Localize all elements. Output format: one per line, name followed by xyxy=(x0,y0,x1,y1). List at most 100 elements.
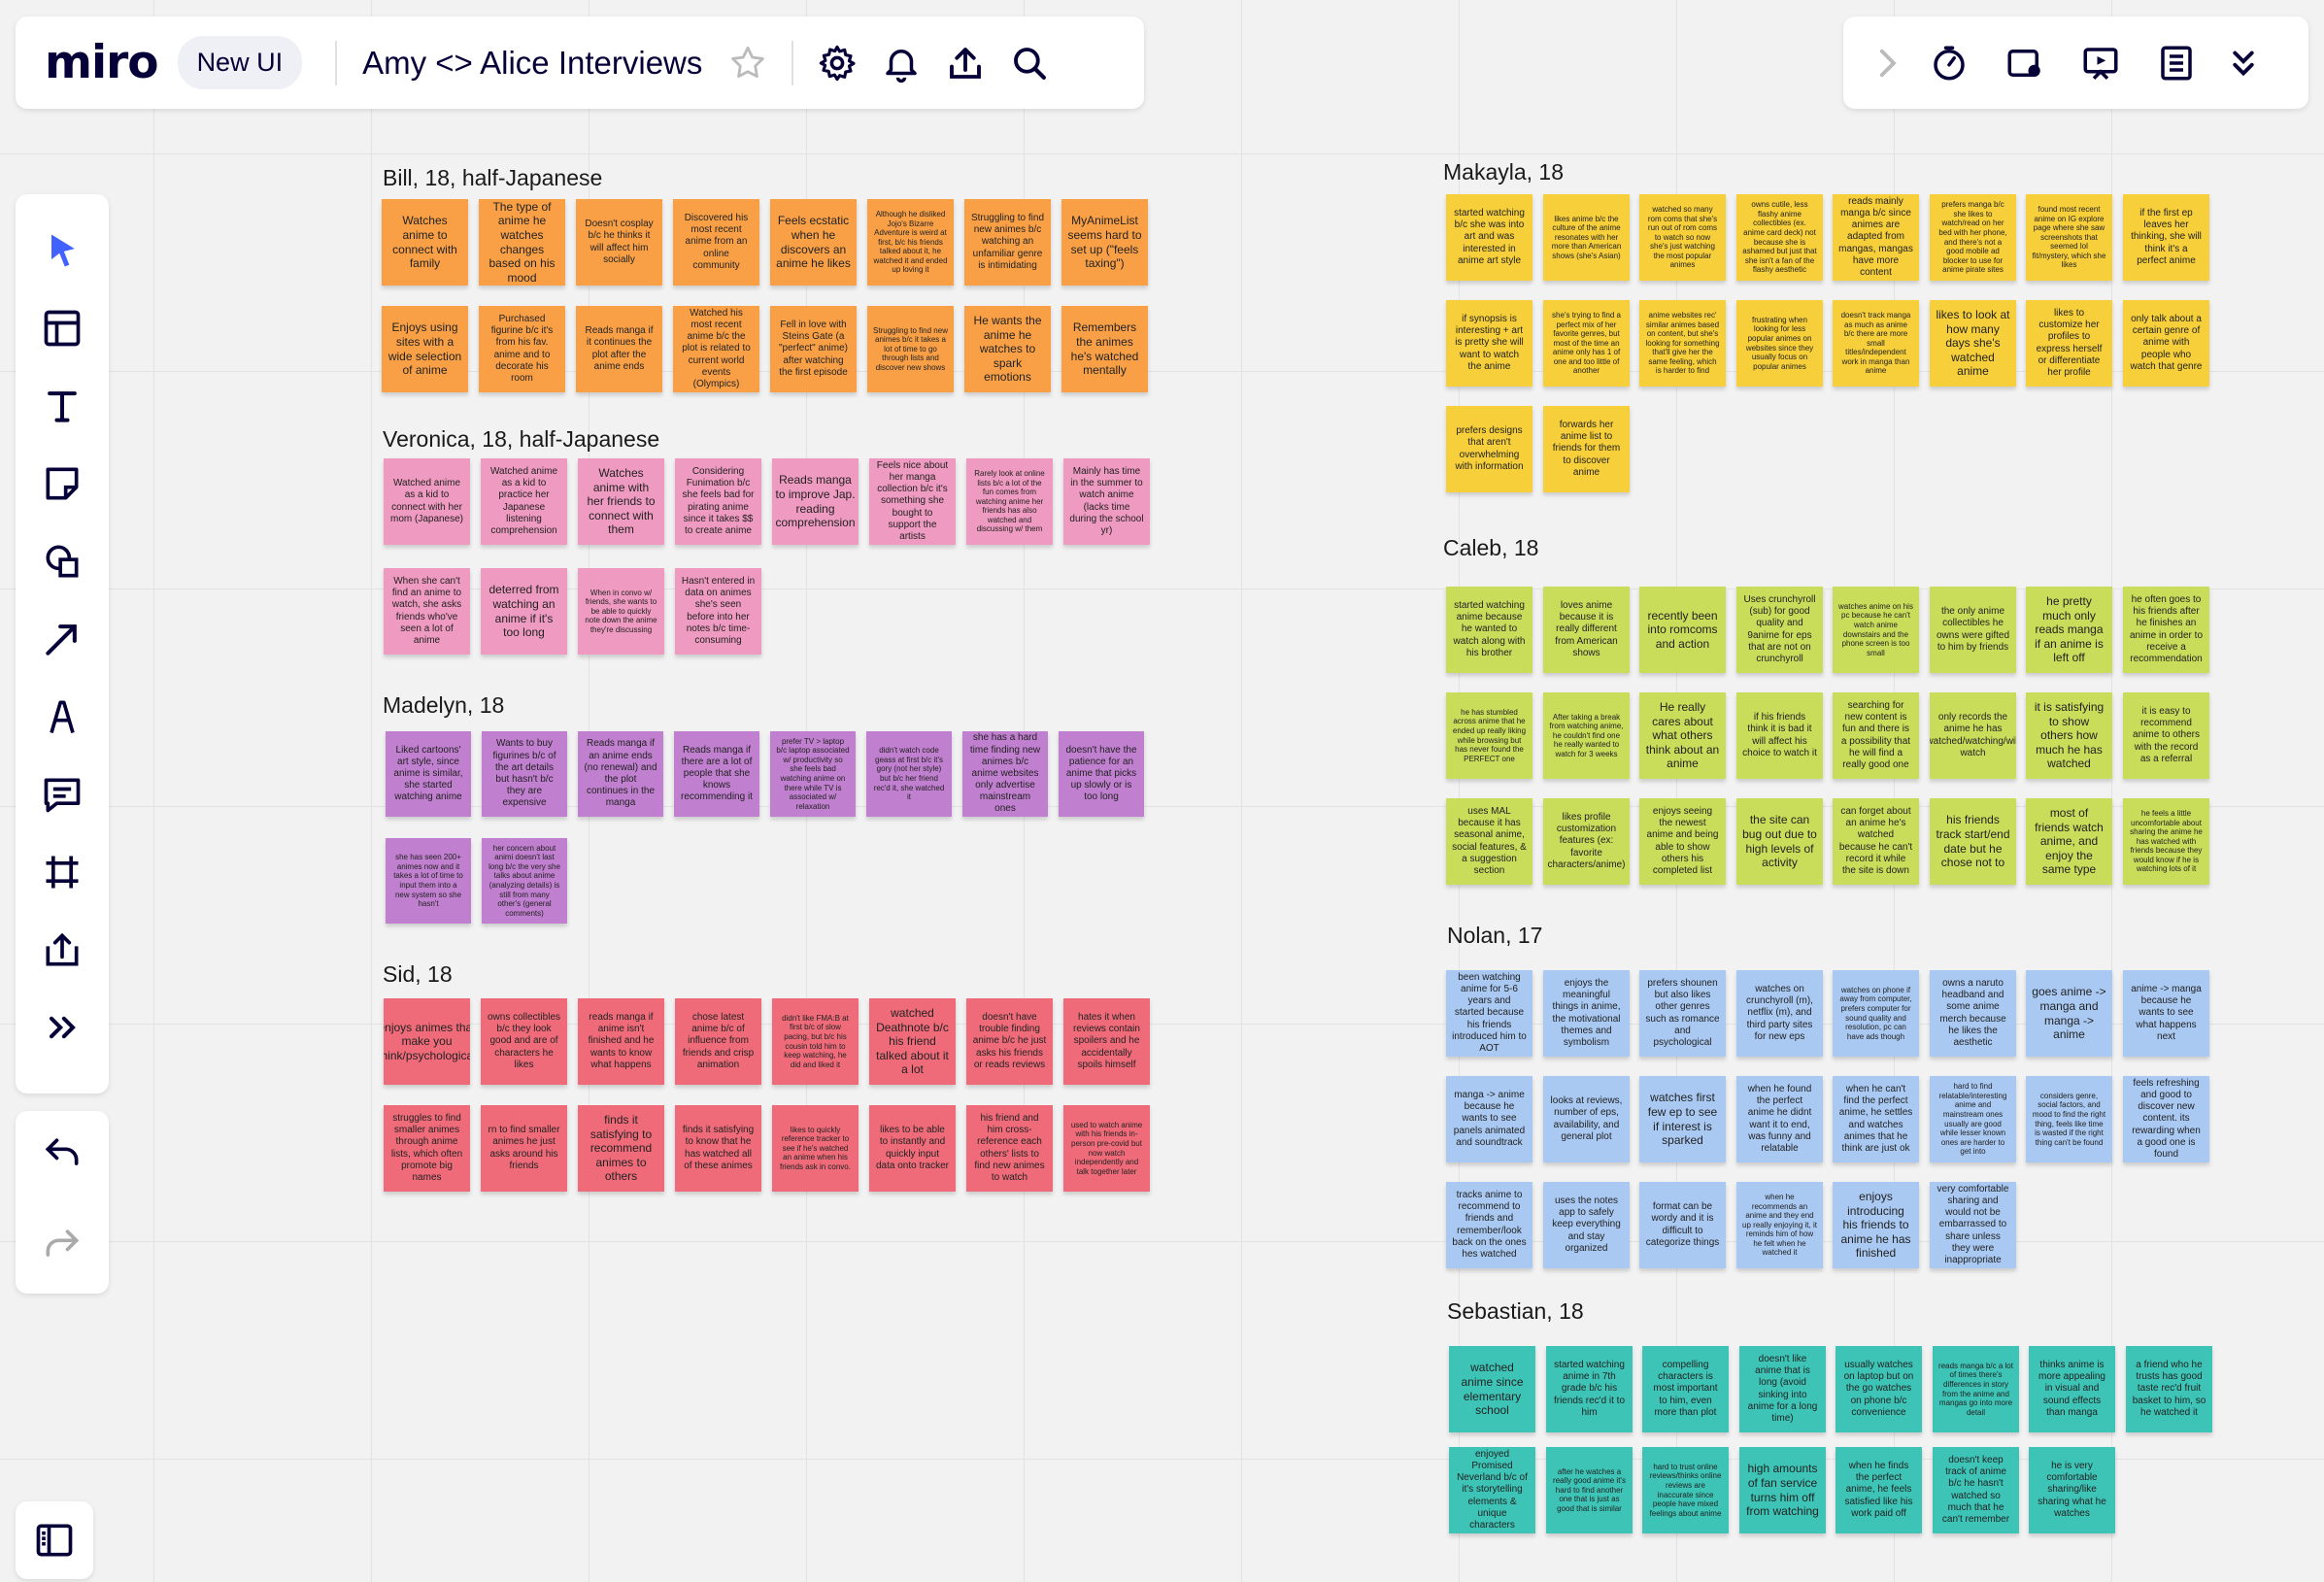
sticky-note[interactable]: prefer TV > laptop b/c laptop associated… xyxy=(770,731,856,817)
sticky-note[interactable]: after he watches a really good anime it'… xyxy=(1546,1447,1633,1533)
sticky-note[interactable]: owns cutile, less flashy anime collectib… xyxy=(1736,194,1823,281)
sticky-note[interactable]: watches on phone if away from computer, … xyxy=(1833,970,1919,1057)
search-icon[interactable] xyxy=(997,31,1061,95)
sticky-note[interactable]: watches first few ep to see if interest … xyxy=(1639,1076,1726,1162)
sticky-note[interactable]: he pretty much only reads manga if an an… xyxy=(2026,587,2112,673)
sticky-note[interactable]: reads mainly manga b/c since animes are … xyxy=(1833,194,1919,281)
sticky-note[interactable]: Reads manga if an anime ends (no renewal… xyxy=(578,731,663,817)
sticky-note[interactable]: owns a naruto headband and some anime me… xyxy=(1930,970,2016,1057)
sticky-note[interactable]: hard to trust online reviews/thinks onli… xyxy=(1642,1447,1729,1533)
sticky-note[interactable]: Discovered his most recent anime from an… xyxy=(673,199,759,286)
sticky-note[interactable]: started watching anime because he wanted… xyxy=(1446,587,1532,673)
sticky-note[interactable]: he is very comfortable sharing/like shar… xyxy=(2029,1447,2115,1533)
sticky-note[interactable]: Feels ecstatic when he discovers an anim… xyxy=(770,199,857,286)
sticky-note[interactable]: doesn't like anime that is long (avoid s… xyxy=(1739,1346,1826,1432)
group-title[interactable]: Madelyn, 18 xyxy=(383,692,505,718)
sticky-note[interactable]: enjoys the meaningful things in anime, t… xyxy=(1543,970,1630,1057)
sticky-note[interactable]: likes to look at how many days she's wat… xyxy=(1930,300,2016,387)
sticky-note[interactable]: the site can bug out due to high levels … xyxy=(1736,798,1823,885)
sticky-note[interactable]: found most recent anime on IG explore pa… xyxy=(2026,194,2112,281)
sticky-note[interactable]: it is satisfying to show others how much… xyxy=(2026,692,2112,779)
bell-icon[interactable] xyxy=(869,31,933,95)
pen-icon[interactable] xyxy=(23,682,101,752)
sticky-note[interactable]: watches anime on his pc because he can't… xyxy=(1833,587,1919,673)
sticky-note[interactable]: when he can't find the perfect anime, he… xyxy=(1833,1076,1919,1162)
sticky-note[interactable]: Enjoys using sites with a wide selection… xyxy=(382,306,468,392)
group-title[interactable]: Nolan, 17 xyxy=(1447,923,1543,948)
group-title[interactable]: Sebastian, 18 xyxy=(1447,1298,1584,1324)
sticky-note[interactable]: Struggling to find new animes b/c watchi… xyxy=(964,199,1051,286)
sticky-note[interactable]: Hasn't entered in data on animes she's s… xyxy=(675,568,761,655)
sticky-note[interactable]: loves anime because it is really differe… xyxy=(1543,587,1630,673)
shapes-icon[interactable] xyxy=(23,526,101,596)
sticky-note[interactable]: owns collectibles b/c they look good and… xyxy=(481,998,567,1085)
sticky-note[interactable]: uses MAL because it has seasonal anime, … xyxy=(1446,798,1532,885)
sticky-note[interactable]: he has stumbled across anime that he end… xyxy=(1446,692,1532,779)
sticky-note[interactable]: likes to be able to instantly and quickl… xyxy=(869,1105,956,1192)
sticky-note[interactable]: only records the anime he has watched/wa… xyxy=(1930,692,2016,779)
sticky-note[interactable]: usually watches on laptop but on the go … xyxy=(1836,1346,1922,1432)
sticky-note[interactable]: hard to find relatable/interesting anime… xyxy=(1930,1076,2016,1162)
sticky-note[interactable]: high amounts of fan service turns him of… xyxy=(1739,1447,1826,1533)
sticky-note[interactable]: MyAnimeList seems hard to set up ("feels… xyxy=(1061,199,1148,286)
sticky-note[interactable]: Purchased figurine b/c it's from his fav… xyxy=(479,306,565,392)
new-ui-badge[interactable]: New UI xyxy=(177,36,303,89)
sticky-note[interactable]: the only anime collectibles he owns were… xyxy=(1930,587,2016,673)
sticky-note[interactable]: her concern about animi doesn't last lon… xyxy=(482,838,567,924)
sticky-note[interactable]: doesn't have the patience for an anime t… xyxy=(1059,731,1144,817)
undo-icon[interactable] xyxy=(23,1118,101,1188)
sticky-note[interactable]: anime websites rec' similar animes based… xyxy=(1639,300,1726,387)
group-title[interactable]: Bill, 18, half-Japanese xyxy=(383,165,603,190)
sticky-note[interactable]: goes anime -> manga and manga -> anime xyxy=(2026,970,2112,1057)
sticky-note[interactable]: if his friends think it is bad it will a… xyxy=(1736,692,1823,779)
sticky-note[interactable]: likes to customize her profiles to expre… xyxy=(2026,300,2112,387)
sticky-note[interactable]: Fell in love with Steins Gate (a "perfec… xyxy=(770,306,857,392)
sticky-note[interactable]: prefers shounen but also likes other gen… xyxy=(1639,970,1726,1057)
sticky-note[interactable]: He really cares about what others think … xyxy=(1639,692,1726,779)
sticky-note[interactable]: if synopsis is interesting + art is pret… xyxy=(1446,300,1532,387)
sticky-note[interactable]: Uses crunchyroll (sub) for good quality … xyxy=(1736,587,1823,673)
more-icon[interactable] xyxy=(23,993,101,1062)
sidebar-toggle-button[interactable] xyxy=(16,1501,93,1579)
sticky-note[interactable]: likes profile customization features (ex… xyxy=(1543,798,1630,885)
sticky-note[interactable]: deterred from watching an anime if it's … xyxy=(481,568,567,655)
record-icon[interactable] xyxy=(1987,31,2063,95)
sticky-note[interactable]: when he finds the perfect anime, he feel… xyxy=(1836,1447,1922,1533)
sticky-note[interactable]: searching for new content is fun and the… xyxy=(1833,692,1919,779)
comment-icon[interactable] xyxy=(23,759,101,829)
chevron-right-icon[interactable] xyxy=(1863,31,1911,95)
sticky-note[interactable]: she has seen 200+ animes now and it take… xyxy=(386,838,471,924)
notes-icon[interactable] xyxy=(2139,31,2214,95)
sticky-note[interactable]: When in convo w/ friends, she wants to b… xyxy=(578,568,664,655)
sticky-note[interactable]: enjoys introducing his friends to anime … xyxy=(1833,1182,1919,1268)
cursor-icon[interactable] xyxy=(23,216,101,286)
sticky-note[interactable]: very comfortable sharing and would not b… xyxy=(1930,1182,2016,1268)
sticky-note[interactable]: reads manga if anime isn't finished and … xyxy=(578,998,664,1085)
sticky-note[interactable]: he often goes to his friends after he fi… xyxy=(2123,587,2209,673)
sticky-note[interactable]: watches on crunchyroll (m), netflix (m),… xyxy=(1736,970,1823,1057)
gear-icon[interactable] xyxy=(805,31,869,95)
sticky-note[interactable]: likes to quickly reference tracker to se… xyxy=(772,1105,859,1192)
sticky-note[interactable]: looks at reviews, number of eps, availab… xyxy=(1543,1076,1630,1162)
group-title[interactable]: Makayla, 18 xyxy=(1443,159,1565,185)
sticky-note[interactable]: Reads manga if there are a lot of people… xyxy=(674,731,759,817)
sticky-note[interactable]: Mainly has time in the summer to watch a… xyxy=(1063,458,1150,545)
sticky-note[interactable]: struggles to find smaller animes through… xyxy=(384,1105,470,1192)
redo-icon[interactable] xyxy=(23,1209,101,1279)
sticky-note[interactable]: doesn't track manga as much as anime b/c… xyxy=(1833,300,1919,387)
sticky-note[interactable]: enjoys animes that make you think/psycho… xyxy=(384,998,470,1085)
sticky-note[interactable]: forwards her anime list to friends for t… xyxy=(1543,406,1630,492)
sticky-note[interactable]: The type of anime he watches changes bas… xyxy=(479,199,565,286)
sticky-note[interactable]: prefers designs that aren't overwhelming… xyxy=(1446,406,1532,492)
sticky-note[interactable]: Doesn't cosplay b/c he thinks it will af… xyxy=(576,199,662,286)
sticky-note[interactable]: when he recommends an anime and they end… xyxy=(1736,1182,1823,1268)
sticky-note[interactable]: Liked cartoons' art style, since anime i… xyxy=(386,731,471,817)
sticky-note[interactable]: anime -> manga because he wants to see w… xyxy=(2123,970,2209,1057)
sticky-note[interactable]: rn to find smaller animes he just asks a… xyxy=(481,1105,567,1192)
star-icon[interactable] xyxy=(716,31,780,95)
sticky-note[interactable]: Rarely look at online lists b/c a lot of… xyxy=(966,458,1053,545)
sticky-note[interactable]: used to watch anime with his friends in-… xyxy=(1063,1105,1150,1192)
sticky-note[interactable]: Considering Funimation b/c she feels bad… xyxy=(675,458,761,545)
group-title[interactable]: Caleb, 18 xyxy=(1443,535,1539,560)
sticky-note[interactable]: Feels nice about her manga collection b/… xyxy=(869,458,956,545)
